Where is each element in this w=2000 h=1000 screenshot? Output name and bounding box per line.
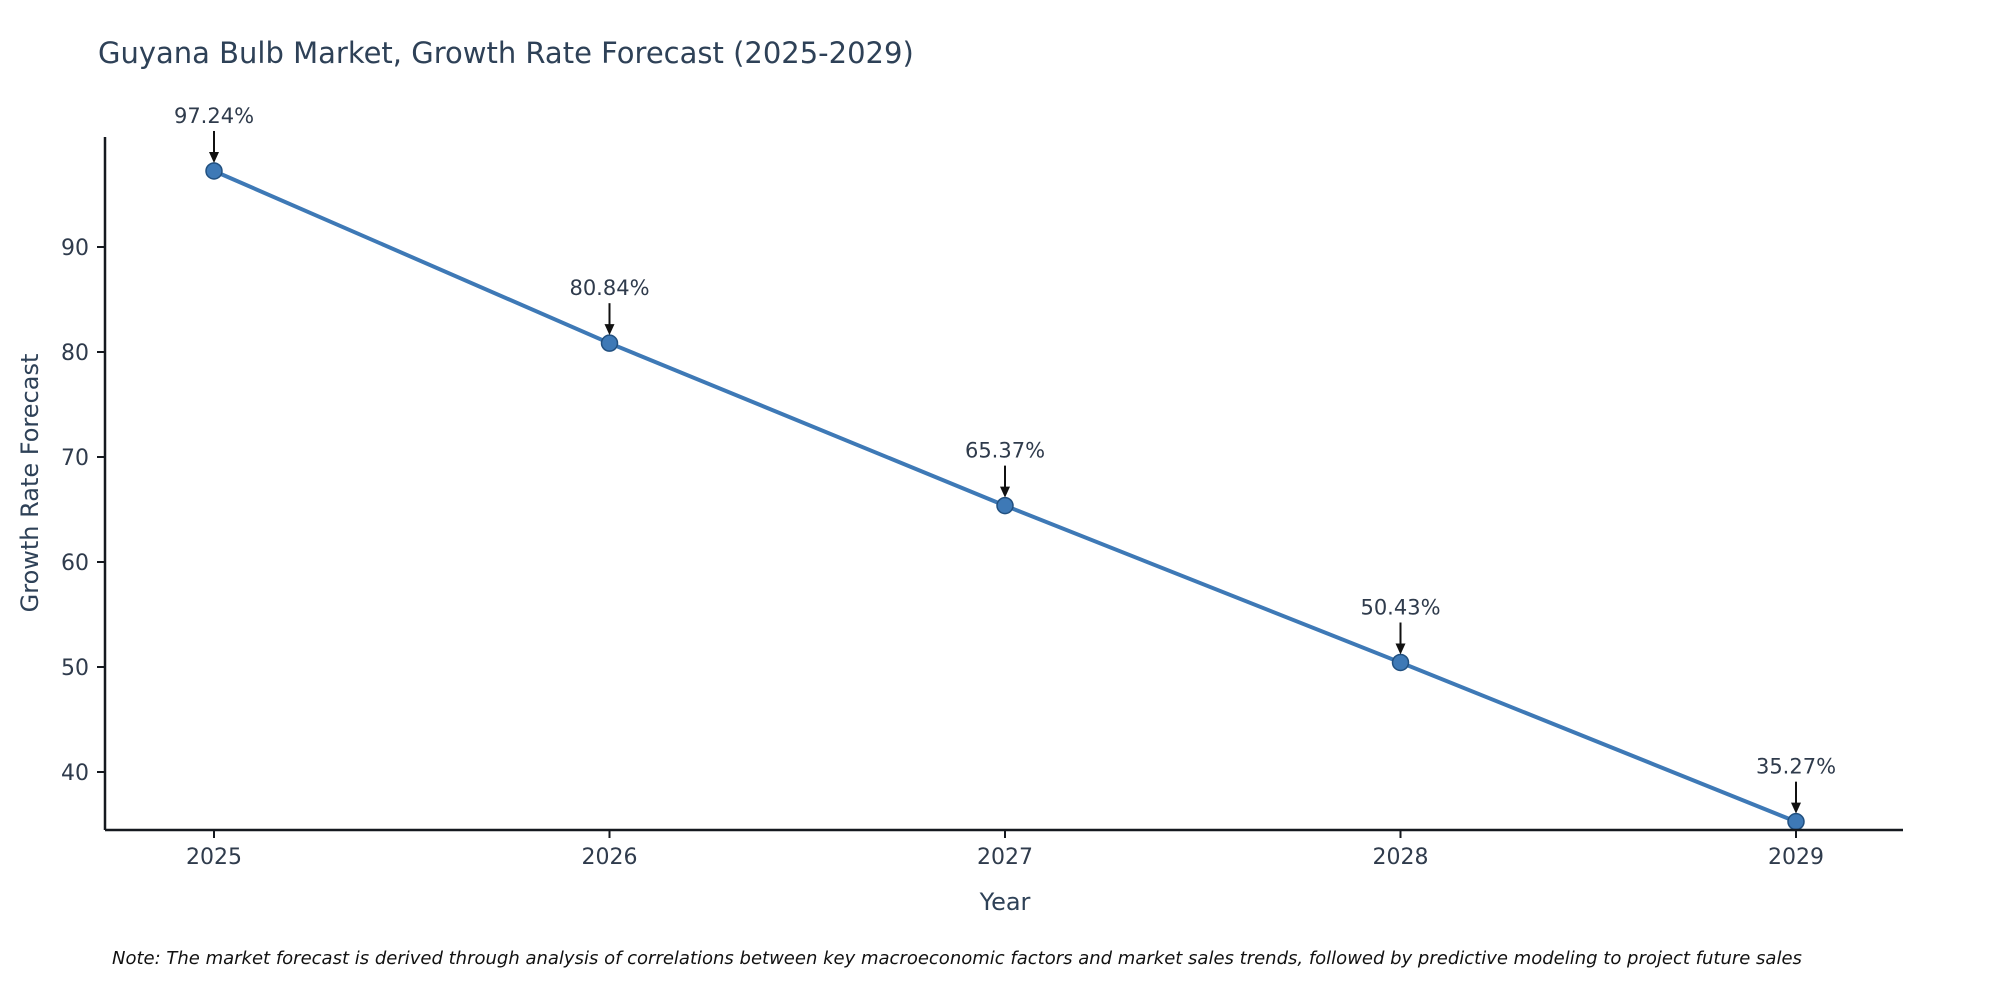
y-tick-label: 70 bbox=[61, 446, 89, 471]
chart-title: Guyana Bulb Market, Growth Rate Forecast… bbox=[98, 36, 914, 70]
data-point bbox=[600, 334, 619, 352]
point-annotation: 80.84% bbox=[569, 276, 649, 300]
annotation-arrow-head bbox=[1791, 802, 1801, 814]
x-tick-label: 2028 bbox=[1373, 845, 1429, 870]
x-tick-label: 2026 bbox=[582, 845, 638, 870]
y-tick-label: 40 bbox=[61, 761, 89, 786]
data-point bbox=[996, 496, 1014, 515]
x-tick-label: 2029 bbox=[1768, 845, 1824, 870]
footnote: Note: The market forecast is derived thr… bbox=[112, 948, 1802, 969]
point-annotation: 65.37% bbox=[965, 439, 1045, 463]
data-point bbox=[205, 162, 223, 180]
y-tick-label: 90 bbox=[61, 236, 89, 261]
point-annotation: 97.24% bbox=[174, 104, 254, 128]
point-annotation: 50.43% bbox=[1360, 595, 1440, 619]
x-tick-label: 2025 bbox=[186, 845, 242, 870]
y-tick-label: 50 bbox=[61, 656, 89, 681]
annotation-arrow-head bbox=[1000, 486, 1010, 498]
x-tick-label: 2027 bbox=[977, 845, 1033, 870]
point-annotation: 35.27% bbox=[1756, 755, 1836, 779]
annotation-arrow-head bbox=[209, 151, 219, 163]
x-axis-label: Year bbox=[979, 888, 1031, 916]
data-point bbox=[1787, 812, 1805, 831]
annotation-arrow-head bbox=[604, 324, 615, 336]
annotation-arrow-head bbox=[1395, 643, 1406, 655]
y-tick-label: 60 bbox=[61, 551, 89, 576]
data-point bbox=[1391, 653, 1410, 672]
y-tick-label: 80 bbox=[61, 341, 89, 366]
